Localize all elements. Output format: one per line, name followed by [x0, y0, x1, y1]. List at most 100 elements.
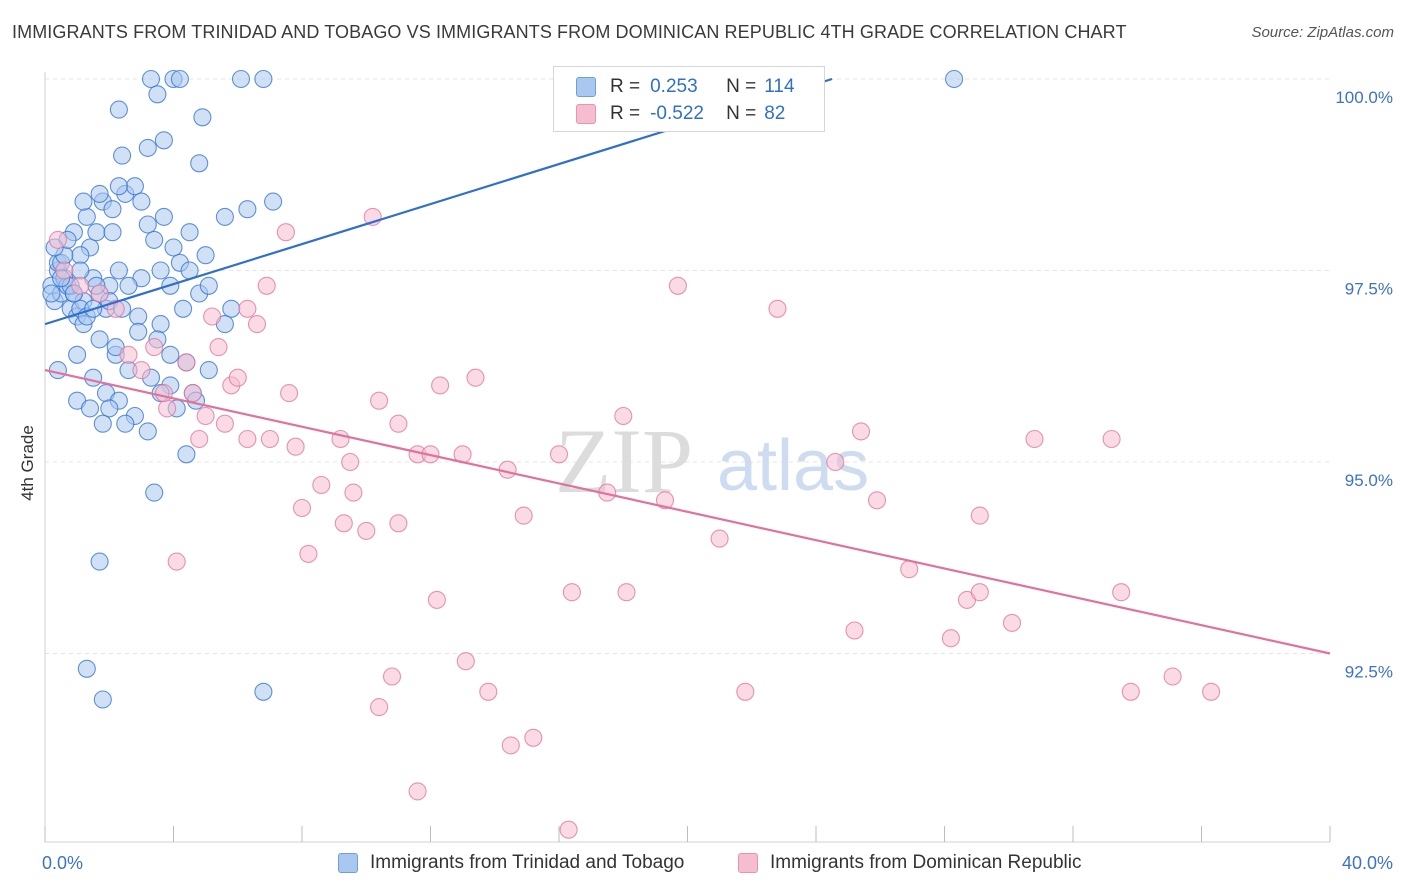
watermark-atlas: atlas: [717, 426, 869, 506]
legend-n-value: 82: [764, 103, 786, 124]
point-trinidad: [77, 659, 96, 678]
point-dominican: [341, 452, 360, 472]
point-trinidad: [109, 100, 128, 119]
point-trinidad: [48, 361, 67, 380]
legend-r-label: R =: [610, 103, 641, 124]
y-tick-label: 97.5%: [1345, 280, 1393, 299]
point-dominican: [228, 368, 247, 387]
y-axis-label: 4th Grade: [18, 425, 37, 501]
point-trinidad: [193, 108, 212, 127]
point-trinidad: [129, 322, 148, 341]
point-trinidad: [116, 414, 135, 433]
point-dominican: [970, 583, 989, 602]
point-trinidad: [100, 399, 119, 418]
point-dominican: [247, 315, 267, 334]
watermark: ZIP atlas: [555, 410, 869, 512]
point-trinidad: [125, 177, 144, 196]
point-dominican: [970, 506, 989, 525]
point-trinidad: [190, 154, 209, 173]
point-dominican: [257, 276, 276, 295]
legend-item-trinidad: Immigrants from Trinidad and Tobago: [338, 852, 684, 874]
point-dominican: [562, 583, 581, 602]
point-trinidad: [138, 138, 157, 157]
point-dominican: [196, 406, 215, 426]
tick-labels: 100.0% 97.5% 95.0% 92.5% 0.0% 40.0%: [42, 88, 1393, 873]
point-dominican: [238, 429, 257, 449]
legend-label-dominican: Immigrants from Dominican Republic: [770, 852, 1082, 873]
correlation-legend: R = 0.253 N = 114 R = -0.522 N = 82: [553, 66, 825, 132]
point-dominican: [655, 491, 675, 510]
point-dominican: [370, 391, 389, 410]
legend-n-label: N =: [726, 76, 757, 97]
point-dominican: [334, 514, 353, 533]
point-trinidad: [103, 223, 122, 242]
legend-row-dominican: R = -0.522 N = 82: [576, 102, 785, 126]
point-dominican: [549, 445, 569, 464]
point-dominican: [370, 698, 389, 717]
legend-row-trinidad: R = 0.253 N = 114: [576, 75, 795, 99]
point-dominican: [177, 353, 196, 372]
legend-swatch-pink: [738, 853, 758, 873]
point-trinidad: [109, 177, 128, 196]
point-trinidad: [222, 299, 241, 318]
point-trinidad: [199, 361, 218, 380]
legend-swatch-pink: [576, 104, 596, 124]
legend-label-trinidad: Immigrants from Trinidad and Tobago: [370, 852, 685, 873]
point-trinidad: [113, 146, 132, 165]
point-trinidad: [90, 330, 109, 349]
point-dominican: [1025, 429, 1044, 449]
point-dominican: [1163, 667, 1182, 686]
point-trinidad: [87, 223, 106, 242]
point-dominican: [668, 276, 687, 295]
y-tick-label: 92.5%: [1345, 663, 1393, 682]
point-trinidad: [68, 345, 87, 364]
point-trinidad: [177, 445, 196, 464]
trend-line-dominican: [44, 369, 1331, 655]
chart-title: IMMIGRANTS FROM TRINIDAD AND TOBAGO VS I…: [12, 22, 1127, 42]
point-dominican: [71, 276, 90, 295]
point-trinidad: [42, 284, 61, 303]
point-trinidad: [84, 368, 103, 387]
point-trinidad: [264, 192, 283, 211]
point-trinidad: [164, 238, 183, 257]
point-dominican: [851, 422, 871, 441]
point-trinidad: [138, 422, 157, 441]
point-dominican: [514, 506, 533, 525]
point-trinidad: [170, 69, 189, 89]
point-dominican: [431, 376, 450, 395]
y-tick-label: 95.0%: [1345, 471, 1393, 490]
series-trinidad-points: [42, 69, 964, 709]
point-trinidad: [238, 200, 257, 219]
x-tick-label: 40.0%: [1342, 853, 1393, 873]
legend-swatch-blue: [338, 853, 358, 873]
point-trinidad: [109, 261, 128, 280]
legend-r-label: R =: [610, 76, 641, 97]
point-dominican: [1121, 682, 1140, 701]
point-trinidad: [254, 682, 273, 701]
point-dominican: [292, 498, 312, 518]
point-dominican: [382, 667, 402, 686]
point-dominican: [299, 544, 318, 563]
legend-n-label: N =: [726, 103, 757, 124]
point-trinidad: [77, 207, 96, 226]
point-trinidad: [93, 690, 112, 709]
point-dominican: [1102, 429, 1121, 449]
point-dominican: [238, 299, 257, 318]
point-dominican: [559, 820, 578, 839]
point-trinidad: [74, 192, 93, 211]
point-dominican: [389, 514, 408, 533]
point-dominican: [501, 736, 520, 755]
point-dominican: [466, 368, 485, 387]
point-trinidad: [945, 69, 964, 89]
point-trinidad: [145, 230, 164, 249]
point-dominican: [344, 483, 363, 502]
point-trinidad: [231, 69, 251, 89]
legend-r-value: 0.253: [650, 76, 698, 97]
point-trinidad: [80, 399, 100, 418]
point-dominican: [286, 437, 305, 456]
point-dominican: [389, 414, 408, 433]
point-dominican: [145, 338, 164, 357]
point-dominican: [479, 682, 498, 701]
point-trinidad: [90, 184, 109, 203]
